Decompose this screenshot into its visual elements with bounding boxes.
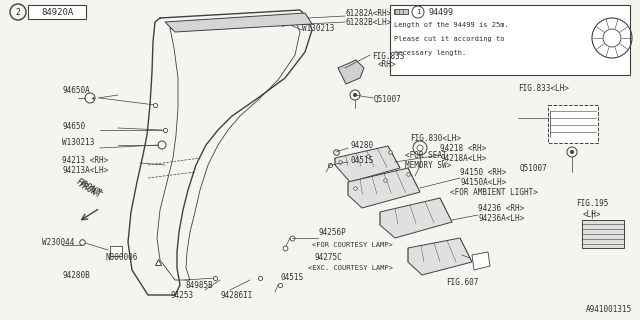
Text: FRONT: FRONT (74, 177, 102, 198)
Circle shape (282, 20, 285, 23)
Text: 94236A<LH>: 94236A<LH> (478, 213, 524, 222)
Text: FIG.195: FIG.195 (576, 199, 608, 208)
Text: Please cut it according to: Please cut it according to (394, 36, 504, 42)
Text: 94256P: 94256P (318, 228, 346, 236)
Polygon shape (394, 9, 408, 14)
Text: necessary length.: necessary length. (394, 50, 467, 56)
Text: 94236 <RH>: 94236 <RH> (478, 204, 524, 212)
FancyBboxPatch shape (390, 5, 630, 75)
Text: 94650: 94650 (62, 122, 85, 131)
Circle shape (570, 150, 574, 154)
Text: 94213A<LH>: 94213A<LH> (62, 165, 108, 174)
Text: FRONT: FRONT (77, 180, 103, 200)
Text: 84985B: 84985B (185, 281, 212, 290)
Text: N800006: N800006 (105, 253, 138, 262)
Text: FIG.830<LH>: FIG.830<LH> (410, 133, 461, 142)
Text: 0451S: 0451S (350, 156, 373, 164)
FancyBboxPatch shape (110, 246, 122, 256)
Polygon shape (165, 13, 312, 32)
Text: 94218 <RH>: 94218 <RH> (440, 143, 486, 153)
Text: W130213: W130213 (302, 23, 334, 33)
Text: <EXC. COURTESY LAMP>: <EXC. COURTESY LAMP> (308, 265, 393, 271)
Text: Length of the 94499 is 25m.: Length of the 94499 is 25m. (394, 22, 509, 28)
Text: FIG.607: FIG.607 (446, 278, 478, 287)
Text: 94286II: 94286II (220, 291, 252, 300)
Text: A941001315: A941001315 (586, 305, 632, 314)
Text: <FOR SEAT: <FOR SEAT (405, 150, 447, 159)
Text: 84920A: 84920A (41, 7, 73, 17)
Text: W230044: W230044 (42, 237, 74, 246)
Polygon shape (348, 168, 420, 208)
Text: W130213: W130213 (62, 138, 94, 147)
FancyBboxPatch shape (548, 105, 598, 143)
Text: 94499: 94499 (428, 7, 453, 17)
Text: 94150 <RH>: 94150 <RH> (460, 167, 506, 177)
Text: 94275C: 94275C (314, 253, 342, 262)
Text: FIG.833: FIG.833 (372, 52, 404, 61)
Text: Q51007: Q51007 (374, 95, 402, 104)
FancyBboxPatch shape (582, 220, 624, 248)
Text: 2: 2 (15, 7, 20, 17)
Polygon shape (472, 252, 490, 270)
Text: 94280: 94280 (350, 140, 373, 149)
Text: 94280B: 94280B (62, 270, 90, 279)
Text: <FOR AMBIENT LIGHT>: <FOR AMBIENT LIGHT> (450, 188, 538, 196)
Polygon shape (380, 198, 452, 238)
Text: <RH>: <RH> (378, 60, 397, 69)
Text: 0451S: 0451S (280, 274, 303, 283)
Text: <FOR COURTESY LAMP>: <FOR COURTESY LAMP> (312, 242, 393, 248)
Text: 94253: 94253 (170, 291, 193, 300)
FancyBboxPatch shape (28, 5, 86, 19)
Polygon shape (338, 60, 364, 84)
Text: Q51007: Q51007 (520, 164, 548, 172)
Text: <LH>: <LH> (583, 210, 601, 219)
Polygon shape (335, 146, 400, 182)
Text: 94218A<LH>: 94218A<LH> (440, 154, 486, 163)
Polygon shape (408, 238, 472, 275)
Text: MEMORY SW>: MEMORY SW> (405, 161, 451, 170)
Text: 94650A: 94650A (62, 85, 90, 94)
Text: 1: 1 (416, 9, 420, 15)
Text: 61282A<RH>: 61282A<RH> (345, 9, 391, 18)
Text: 61282B<LH>: 61282B<LH> (345, 18, 391, 27)
Text: 94150A<LH>: 94150A<LH> (460, 178, 506, 187)
Circle shape (353, 93, 357, 97)
Text: 94213 <RH>: 94213 <RH> (62, 156, 108, 164)
Text: FIG.833<LH>: FIG.833<LH> (518, 84, 569, 92)
